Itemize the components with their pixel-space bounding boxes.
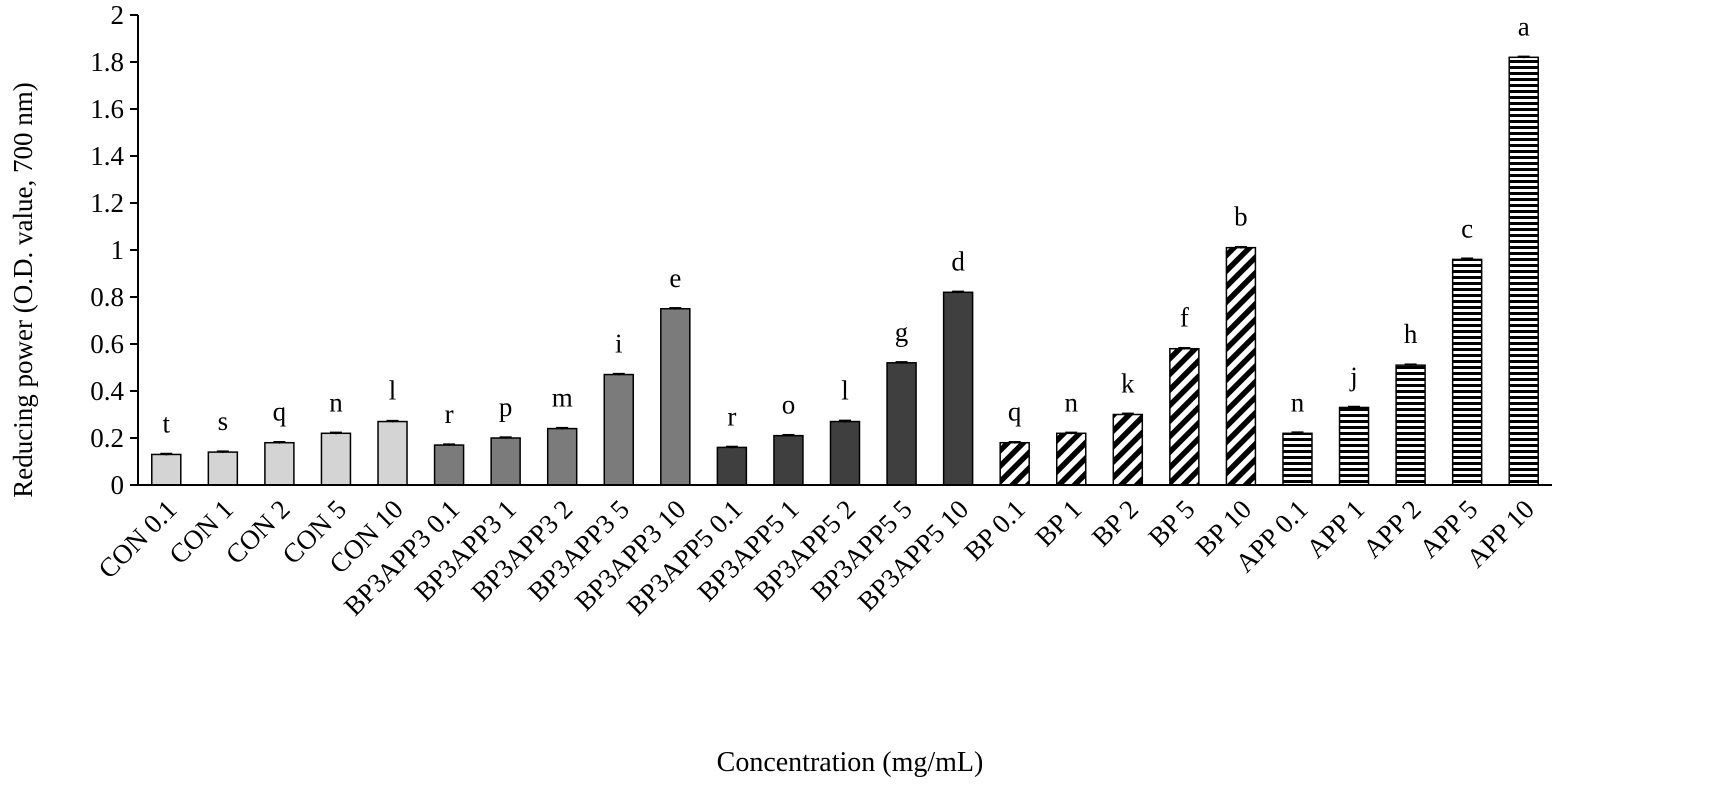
x-tick-label: CON 2 — [220, 494, 296, 570]
bar — [490, 437, 521, 486]
bar — [1451, 258, 1483, 486]
significance-letter: k — [1121, 369, 1135, 399]
significance-letter: r — [727, 401, 736, 431]
bar — [603, 373, 635, 486]
significance-letter: r — [445, 399, 454, 429]
x-tick-label: BP 0.1 — [958, 494, 1031, 567]
bar — [716, 446, 748, 486]
bar — [1055, 432, 1087, 486]
significance-letter: n — [1064, 387, 1078, 417]
significance-letter: d — [951, 246, 965, 276]
bar — [1338, 406, 1370, 486]
y-tick-label: 1 — [111, 235, 125, 265]
significance-letter: p — [499, 392, 513, 422]
x-tick-label: APP 2 — [1357, 494, 1427, 564]
y-tick-label: 0.8 — [90, 282, 124, 312]
bar — [1112, 413, 1144, 486]
bar — [1169, 347, 1200, 486]
x-tick-label: APP 1 — [1300, 494, 1370, 564]
x-tick-label: CON 1 — [163, 494, 239, 570]
bar — [1282, 432, 1313, 486]
bar — [1508, 56, 1539, 486]
significance-letter: l — [841, 376, 849, 406]
significance-letter: g — [895, 317, 909, 347]
y-tick-label: 0 — [111, 470, 125, 500]
y-axis-title: Reducing power (O.D. value, 700 nm) — [8, 82, 38, 497]
significance-letter: h — [1404, 319, 1418, 349]
y-tick-label: 0.2 — [90, 423, 124, 453]
significance-letter: o — [782, 390, 796, 420]
y-tick-label: 0.6 — [90, 329, 124, 359]
significance-letter: n — [329, 387, 343, 417]
bar — [433, 444, 465, 486]
significance-letter: l — [389, 376, 397, 406]
bar — [151, 453, 182, 486]
significance-letter: a — [1518, 11, 1530, 41]
bar — [660, 308, 691, 486]
significance-letter: b — [1234, 202, 1248, 232]
bar — [773, 434, 804, 486]
significance-letter: n — [1291, 387, 1305, 417]
bar — [1395, 364, 1426, 486]
significance-letter: q — [273, 397, 287, 427]
x-axis-title: Concentration (mg/mL) — [717, 747, 984, 778]
significance-letter: i — [615, 329, 623, 359]
significance-letter: c — [1461, 213, 1473, 243]
bar — [999, 441, 1030, 486]
bar — [207, 451, 239, 486]
bar — [1225, 246, 1257, 486]
y-tick-label: 1.2 — [90, 188, 124, 218]
x-tick-label: BP 2 — [1086, 494, 1144, 552]
significance-letter: m — [552, 383, 573, 413]
bar — [546, 427, 578, 486]
significance-letter: s — [218, 406, 229, 436]
significance-letter: f — [1180, 303, 1189, 333]
significance-letter: q — [1008, 397, 1022, 427]
y-tick-label: 1.4 — [90, 141, 124, 171]
bar — [942, 291, 974, 486]
bar — [829, 420, 861, 486]
significance-letter: j — [1349, 361, 1358, 391]
bar — [320, 432, 352, 486]
significance-letter: e — [669, 263, 681, 293]
x-tick-label: BP 1 — [1029, 494, 1087, 552]
y-tick-label: 1.8 — [90, 47, 124, 77]
bar — [377, 420, 408, 486]
bar-series: t s q n l r p m i e r o l g d q n k f b n j h c a — [151, 11, 1539, 486]
y-tick-label: 0.4 — [90, 376, 124, 406]
y-tick-label: 2 — [111, 0, 125, 30]
bar — [264, 441, 295, 486]
y-axis-ticks: 0 0.2 0.4 0.6 0.8 1 1.2 1.4 1.6 1.8 2 — [90, 0, 138, 500]
significance-letter: t — [163, 408, 171, 438]
y-tick-label: 1.6 — [90, 94, 124, 124]
x-tick-label: CON 0.1 — [92, 494, 182, 584]
bar — [886, 362, 917, 486]
